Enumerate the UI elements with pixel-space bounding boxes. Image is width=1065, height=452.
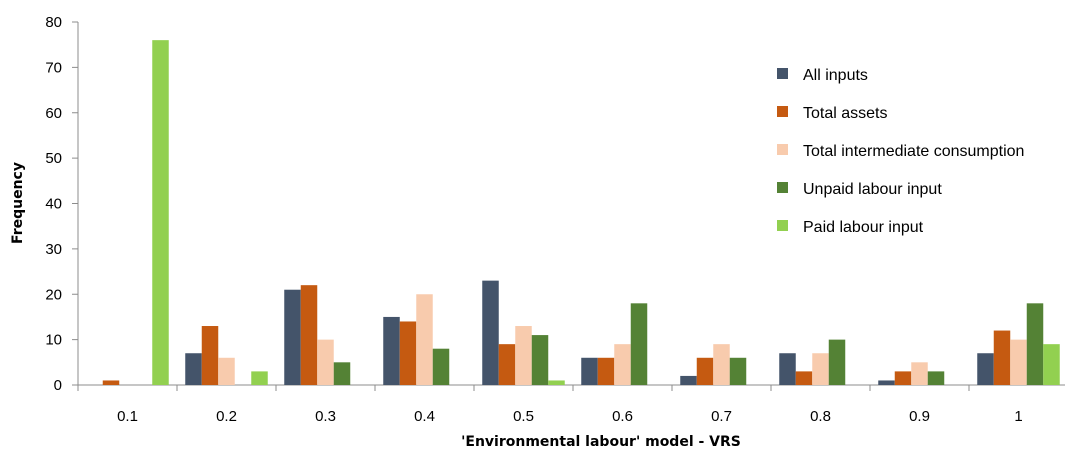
legend-label-total-intermediate-consumption: Total intermediate consumption bbox=[803, 143, 1024, 160]
x-tick-label: 0.2 bbox=[216, 408, 237, 425]
y-tick-label: 60 bbox=[45, 105, 62, 122]
bar-all-inputs-0-5 bbox=[482, 280, 499, 385]
legend-swatch-total-intermediate-consumption bbox=[777, 144, 788, 155]
bar-unpaid-labour-input-0-6 bbox=[630, 303, 648, 385]
bar-all-inputs-0-2 bbox=[185, 353, 202, 385]
y-tick-label: 50 bbox=[45, 150, 62, 167]
bar-total-assets-0-9 bbox=[894, 371, 912, 385]
legend-label-all-inputs: All inputs bbox=[803, 67, 868, 84]
x-axis: 0.1 0.2 0.3 0.4 0.5 0.6 0.7 0.8 0.9 1 bbox=[77, 384, 1065, 425]
legend-label-unpaid-labour-input: Unpaid labour input bbox=[803, 181, 942, 198]
x-axis-title: 'Environmental labour' model - VRS bbox=[461, 434, 741, 450]
bar-total-intermediate-consumption-0-7 bbox=[713, 344, 730, 385]
legend-swatch-total-assets bbox=[777, 106, 788, 117]
bar-all-inputs-0-8 bbox=[779, 353, 796, 385]
bar-unpaid-labour-input-1 bbox=[1026, 303, 1044, 385]
bar-total-assets-0-4 bbox=[399, 321, 417, 385]
y-tick-label: 10 bbox=[45, 332, 62, 349]
bar-all-inputs-0-9 bbox=[878, 380, 895, 385]
y-tick-label: 30 bbox=[45, 241, 62, 258]
bar-paid-labour-input-0-1 bbox=[152, 40, 169, 386]
bar-unpaid-labour-input-0-3 bbox=[333, 362, 351, 385]
legend-label-total-assets: Total assets bbox=[803, 105, 887, 122]
x-tick-label: 0.8 bbox=[810, 408, 831, 425]
bar-all-inputs-0-4 bbox=[383, 316, 400, 385]
y-tick-label: 80 bbox=[45, 14, 62, 31]
x-tick-label: 0.1 bbox=[117, 408, 138, 425]
bar-total-assets-0-3 bbox=[300, 285, 318, 385]
bar-total-intermediate-consumption-0-6 bbox=[614, 344, 631, 385]
bar-total-intermediate-consumption-0-4 bbox=[416, 294, 433, 385]
bar-all-inputs-0-3 bbox=[284, 289, 301, 385]
legend-swatch-unpaid-labour-input bbox=[777, 182, 788, 193]
bar-unpaid-labour-input-0-7 bbox=[729, 357, 747, 385]
x-tick-label: 0.4 bbox=[414, 408, 435, 425]
bar-paid-labour-input-0-5 bbox=[548, 380, 565, 385]
legend-label-paid-labour-input: Paid labour input bbox=[803, 219, 924, 236]
bar-paid-labour-input-1 bbox=[1043, 344, 1060, 385]
x-tick-label: 1 bbox=[1014, 408, 1022, 425]
bars bbox=[102, 40, 1060, 386]
bar-total-assets-0-7 bbox=[696, 357, 714, 385]
x-tick-label: 0.6 bbox=[612, 408, 633, 425]
y-tick-label: 0 bbox=[54, 377, 62, 394]
x-tick-label: 0.3 bbox=[315, 408, 336, 425]
bar-total-intermediate-consumption-0-9 bbox=[911, 362, 928, 385]
bar-unpaid-labour-input-0-5 bbox=[531, 335, 549, 385]
legend: All inputs Total assets Total intermediate… bbox=[777, 67, 1024, 236]
bar-total-intermediate-consumption-0-5 bbox=[515, 326, 532, 385]
bar-total-intermediate-consumption-0-8 bbox=[812, 353, 829, 385]
x-tick-label: 0.9 bbox=[909, 408, 930, 425]
y-tick-label: 70 bbox=[45, 59, 62, 76]
bar-unpaid-labour-input-0-8 bbox=[828, 339, 846, 385]
bar-paid-labour-input-0-2 bbox=[251, 371, 268, 385]
bar-total-assets-0-5 bbox=[498, 344, 516, 385]
bar-total-assets-1 bbox=[993, 330, 1011, 385]
bar-total-intermediate-consumption-0-2 bbox=[218, 357, 235, 385]
bar-total-assets-0-8 bbox=[795, 371, 813, 385]
y-axis-title: Frequency bbox=[10, 162, 26, 244]
bar-total-assets-0-1 bbox=[102, 380, 120, 385]
y-tick-label: 40 bbox=[45, 196, 62, 213]
y-axis: 0 10 20 30 40 50 60 70 80 bbox=[45, 14, 79, 394]
bar-all-inputs-1 bbox=[977, 353, 994, 385]
bar-total-assets-0-2 bbox=[201, 326, 219, 385]
bar-total-assets-0-6 bbox=[597, 357, 615, 385]
bar-total-intermediate-consumption-1 bbox=[1010, 339, 1027, 385]
y-tick-label: 20 bbox=[45, 286, 62, 303]
bar-unpaid-labour-input-0-4 bbox=[432, 348, 450, 385]
bar-all-inputs-0-6 bbox=[581, 357, 598, 385]
legend-swatch-all-inputs bbox=[777, 68, 788, 79]
x-tick-label: 0.7 bbox=[711, 408, 732, 425]
legend-swatch-paid-labour-input bbox=[777, 220, 788, 231]
bar-total-intermediate-consumption-0-3 bbox=[317, 339, 334, 385]
bar-all-inputs-0-7 bbox=[680, 375, 697, 385]
x-tick-label: 0.5 bbox=[513, 408, 534, 425]
bar-unpaid-labour-input-0-9 bbox=[927, 371, 945, 385]
